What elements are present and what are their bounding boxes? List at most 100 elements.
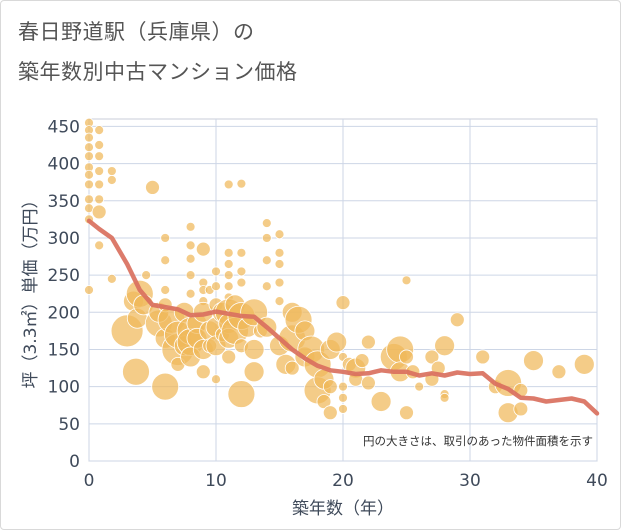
bubble-point	[236, 178, 247, 189]
bubble-point	[211, 266, 221, 277]
bubble-point	[223, 247, 234, 258]
bubble-point	[94, 179, 105, 190]
bubble-point	[475, 349, 491, 365]
y-tick-label: 400	[48, 155, 80, 175]
bubble-point	[195, 241, 211, 257]
bubble-point	[551, 364, 567, 380]
bubble-point	[94, 240, 105, 251]
bubble-point	[414, 381, 425, 392]
bubble-point	[151, 372, 180, 401]
chart-title-line-2: 築年数別中古マンション価格	[18, 60, 298, 84]
bubble-point	[261, 233, 272, 243]
bubble-point	[160, 255, 171, 266]
bubble-point	[91, 204, 107, 220]
y-tick-label: 450	[48, 117, 80, 137]
bubble-point	[185, 253, 196, 264]
bubble-point	[160, 285, 171, 295]
bubble-point	[338, 381, 348, 392]
bubble-point	[94, 151, 105, 162]
trend-line	[86, 218, 600, 416]
bubble-point	[145, 179, 160, 195]
bubble-size-note: 円の大きさは、取引のあった物件面積を示す	[363, 434, 593, 448]
bubble-point	[236, 266, 247, 277]
bubble-point	[223, 259, 234, 269]
bubble-point	[94, 194, 105, 205]
bubble-point	[185, 270, 196, 281]
bubble-point	[94, 166, 105, 176]
y-tick-label: 300	[48, 229, 80, 249]
y-tick-labels: 0 50 100 150 200 250 300 350 400 450	[48, 117, 80, 472]
bubble-point	[106, 166, 117, 176]
bubble-point	[243, 339, 265, 360]
chart-title-line-1: 春日野道駅（兵庫県）の	[18, 20, 255, 44]
y-tick-label: 50	[58, 415, 80, 435]
bubble-point	[261, 218, 272, 228]
bubble-point	[84, 285, 94, 295]
bubble-point	[449, 312, 465, 328]
bubble-point	[316, 394, 332, 409]
bubble-point	[211, 281, 221, 292]
bubble-point	[401, 275, 412, 286]
bubble-point	[211, 374, 221, 385]
bubble-point	[274, 229, 285, 240]
bubble-point	[274, 296, 285, 307]
bubble-point	[573, 353, 595, 375]
bubble-point	[84, 194, 94, 205]
bubble-point	[513, 401, 529, 417]
bubble-point	[141, 270, 152, 281]
y-tick-label: 0	[69, 452, 80, 472]
bubble-point	[523, 350, 544, 372]
bubble-point	[94, 140, 105, 150]
bubble-point	[360, 375, 376, 391]
bubble-point	[335, 295, 351, 311]
bubble-point	[221, 349, 237, 365]
bubble-point	[360, 334, 376, 350]
bubble-point	[274, 277, 285, 288]
bubble-point	[274, 259, 285, 269]
bubble-point	[236, 247, 247, 258]
bubble-point	[399, 405, 414, 421]
bubble-point	[160, 233, 171, 243]
bubble-point	[261, 255, 272, 266]
bubble-point	[106, 273, 117, 284]
x-tick-labels: 0 10 20 30 40	[84, 471, 608, 491]
y-tick-label: 100	[48, 378, 80, 398]
bubble-point	[195, 364, 211, 380]
bubble-point	[223, 179, 234, 190]
bubble-point	[399, 349, 414, 365]
x-tick-label: 10	[205, 471, 227, 491]
bubble-point	[243, 361, 265, 383]
bubble-point	[84, 179, 94, 190]
bubble-point	[434, 335, 456, 357]
bubble-point	[122, 357, 150, 386]
bubble-point	[284, 360, 300, 376]
y-axis-title: 坪（3.3㎡）単価（万円）	[21, 191, 41, 388]
bubble-point	[84, 142, 94, 153]
bubble-point	[84, 169, 94, 180]
bubble-point	[326, 331, 348, 353]
y-tick-label: 250	[48, 266, 80, 286]
bubble-point	[185, 221, 196, 232]
bubble-point	[84, 132, 94, 143]
bubble-point	[424, 349, 440, 365]
bubble-point	[185, 288, 196, 299]
bubble-point	[227, 380, 256, 408]
bubble-point	[338, 392, 348, 403]
x-axis-title: 築年数（年）	[292, 499, 394, 519]
y-tick-label: 200	[48, 303, 80, 323]
bubble-point	[322, 379, 338, 395]
bubble-point	[354, 353, 370, 369]
bubble-point	[439, 392, 450, 403]
bubble-point	[84, 151, 94, 162]
bubble-point	[223, 270, 234, 281]
bubble-point	[106, 175, 117, 185]
bubble-point	[185, 240, 196, 251]
bubble-point	[236, 277, 247, 288]
x-tick-label: 20	[332, 471, 354, 491]
bubble-point	[94, 125, 105, 136]
bubble-point	[261, 281, 272, 292]
bubble-point	[370, 391, 392, 412]
bubble-point	[223, 281, 234, 292]
x-tick-label: 0	[84, 471, 95, 491]
